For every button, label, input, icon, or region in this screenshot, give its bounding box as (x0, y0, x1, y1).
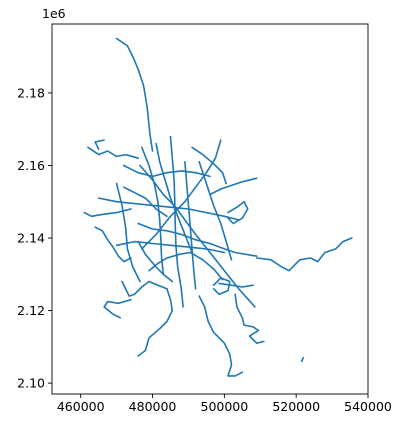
plot-lines (83, 37, 353, 377)
road-line-9 (209, 177, 258, 196)
road-line-5 (169, 135, 184, 308)
road-line-20 (94, 139, 105, 150)
road-line-19 (83, 208, 132, 218)
road-line-17 (103, 298, 132, 319)
road-line-25 (148, 251, 224, 281)
road-line-3 (141, 139, 222, 250)
road-line-21 (218, 282, 254, 288)
road-line-23 (191, 146, 227, 185)
road-line-22 (300, 356, 305, 363)
road-line-12 (94, 226, 132, 263)
road-line-18 (87, 146, 139, 159)
y-tick-label: 2.14 (17, 231, 45, 246)
x-tick-label: 460000 (57, 399, 105, 414)
y-tick-label: 2.16 (17, 158, 45, 173)
road-line-24 (123, 186, 168, 218)
road-line-27 (155, 142, 193, 254)
road-line-32 (198, 161, 233, 261)
x-tick-label: 500000 (201, 399, 249, 414)
road-line-29 (227, 200, 249, 225)
road-line-8 (115, 240, 226, 254)
road-line-31 (115, 182, 141, 283)
road-line-4 (97, 197, 240, 221)
x-tick-label: 480000 (129, 399, 177, 414)
road-line-30 (212, 277, 231, 296)
x-tick-label: 540000 (344, 399, 392, 414)
x-tick-label: 520000 (272, 399, 320, 414)
y-tick-label: 2.18 (17, 85, 45, 100)
y-axis-offset-label: 1e6 (42, 6, 66, 21)
road-line-10 (137, 222, 258, 258)
y-tick-label: 2.10 (17, 376, 45, 391)
road-line-14 (137, 287, 174, 357)
road-line-15 (198, 295, 244, 377)
y-tick-label: 2.12 (17, 303, 45, 318)
road-line-16 (234, 293, 265, 345)
road-line-13 (121, 280, 168, 297)
road-line-7 (123, 164, 211, 178)
y-axis-ticks: 2.10 2.12 2.14 2.16 2.18 (17, 85, 52, 391)
road-line-26 (184, 161, 197, 290)
road-line-11 (255, 237, 353, 272)
axes-frame (51, 23, 369, 395)
x-axis-ticks: 460000 480000 500000 520000 540000 (57, 394, 392, 414)
road-line-28 (137, 240, 174, 283)
road-line-1 (115, 37, 154, 152)
